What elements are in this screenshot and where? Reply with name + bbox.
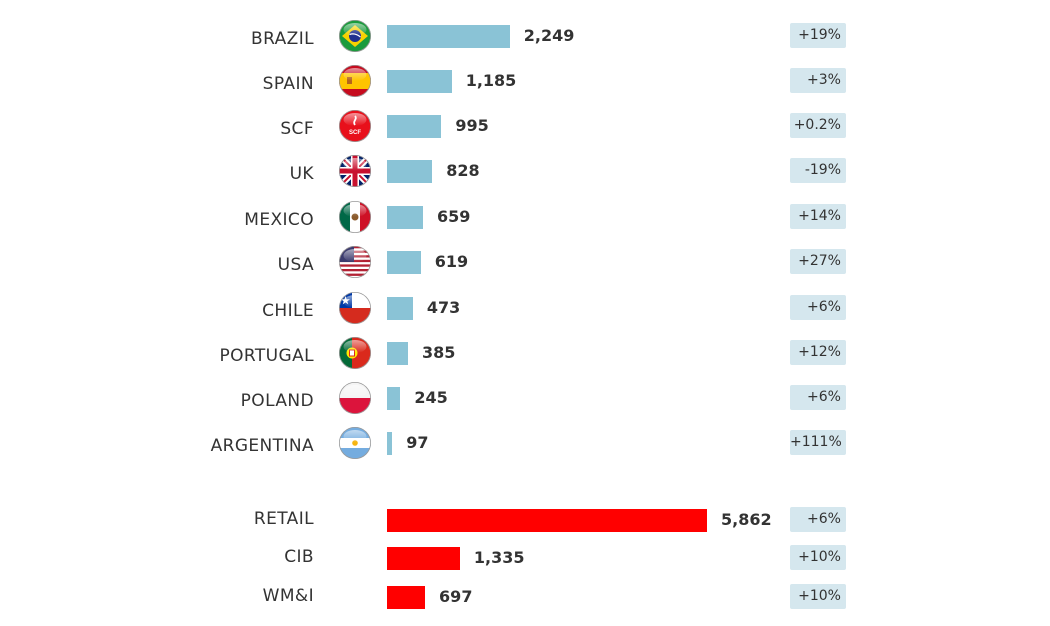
bar-argentina <box>387 432 393 455</box>
category-label-wm-i: WM&I <box>262 586 314 606</box>
change-badge-usa: +27% <box>790 249 846 274</box>
category-label-brazil: BRAZIL <box>251 29 314 49</box>
chile-flag-icon <box>338 291 372 325</box>
category-label-portugal: PORTUGAL <box>219 346 314 366</box>
category-label-mexico: MEXICO <box>244 210 314 230</box>
bar-brazil <box>387 25 510 48</box>
change-badge-portugal: +12% <box>790 340 846 365</box>
bar-portugal <box>387 342 409 365</box>
value-label-scf: 995 <box>455 116 489 135</box>
change-badge-uk: -19% <box>790 158 846 183</box>
value-label-uk: 828 <box>446 161 480 180</box>
category-label-chile: CHILE <box>262 301 314 321</box>
bar-cib <box>387 547 460 570</box>
value-label-portugal: 385 <box>422 343 456 362</box>
value-label-retail: 5,862 <box>721 510 772 529</box>
usa-flag-icon <box>338 245 372 279</box>
value-label-usa: 619 <box>434 252 469 271</box>
bar-chile <box>387 297 413 320</box>
value-label-wm-i: 697 <box>439 587 473 606</box>
portugal-flag-icon <box>338 336 372 370</box>
change-badge-spain: +3% <box>790 68 846 93</box>
category-label-retail: RETAIL <box>253 509 314 529</box>
bar-wm-i <box>387 586 426 609</box>
category-label-poland: POLAND <box>240 391 314 411</box>
change-badge-cib: +10% <box>790 545 846 570</box>
change-badge-mexico: +14% <box>790 204 846 229</box>
change-badge-wm-i: +10% <box>790 584 846 609</box>
uk-flag-icon <box>338 154 372 188</box>
change-badge-argentina: +111% <box>790 430 846 455</box>
brazil-flag-icon <box>338 19 372 53</box>
change-badge-poland: +6% <box>790 385 846 410</box>
category-label-usa: USA <box>277 255 314 275</box>
value-label-chile: 473 <box>426 298 461 317</box>
bar-mexico <box>387 206 423 229</box>
bar-usa <box>387 251 421 274</box>
category-label-scf: SCF <box>280 119 314 139</box>
category-label-cib: CIB <box>284 547 314 567</box>
change-badge-retail: +6% <box>790 507 846 532</box>
bar-spain <box>387 70 452 93</box>
value-label-spain: 1,185 <box>465 71 517 90</box>
value-label-brazil: 2,249 <box>523 26 575 45</box>
spain-flag-icon <box>338 64 372 98</box>
change-badge-brazil: +19% <box>790 23 846 48</box>
bar-uk <box>387 160 433 183</box>
value-label-mexico: 659 <box>436 207 471 226</box>
value-label-poland: 245 <box>414 388 448 407</box>
argentina-flag-icon <box>338 426 372 460</box>
mexico-flag-icon <box>338 200 372 234</box>
poland-flag-icon <box>338 381 372 415</box>
bar-poland <box>387 387 401 410</box>
category-label-spain: SPAIN <box>262 74 314 94</box>
bar-scf <box>387 115 442 138</box>
svg-text:SCF: SCF <box>349 130 361 136</box>
change-badge-chile: +6% <box>790 295 846 320</box>
value-label-argentina: 97 <box>406 433 429 452</box>
category-label-argentina: ARGENTINA <box>210 436 314 456</box>
bar-retail <box>387 509 707 532</box>
value-label-cib: 1,335 <box>473 548 525 567</box>
change-badge-scf: +0.2% <box>790 113 846 138</box>
category-label-uk: UK <box>289 164 314 184</box>
scf-logo-icon: SCF <box>338 109 372 143</box>
